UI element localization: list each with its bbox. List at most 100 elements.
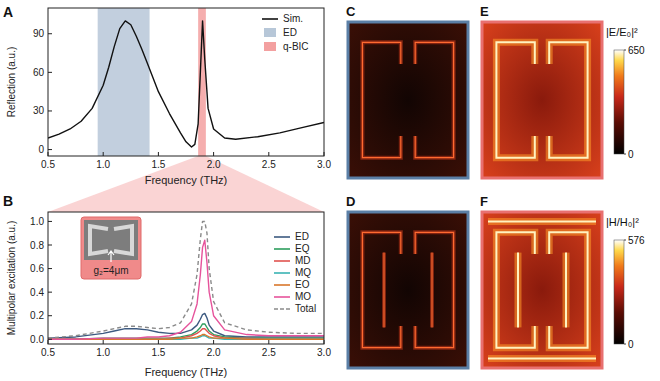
colorbar: |H/H₀|² 0 576	[606, 216, 645, 350]
field-hotspot	[565, 253, 567, 328]
field-glow	[549, 232, 587, 347]
x-tick-label: 1.5	[151, 347, 165, 358]
y-tick-label: 60	[33, 67, 45, 78]
colorbar: |E/E₀|²0650	[606, 26, 645, 160]
x-axis-label: Frequency (THz)	[145, 366, 228, 378]
field-glow	[362, 42, 400, 157]
y-tick	[48, 292, 52, 293]
x-tick-label: 0.5	[41, 159, 55, 170]
colorbar-tick-label: 0	[628, 339, 634, 350]
y-tick	[48, 339, 52, 340]
panel-label: D	[346, 194, 355, 209]
field-glow	[415, 42, 453, 157]
page: {"chart_data":[ {"type":"line","title":"…	[0, 0, 660, 381]
field-hotspot	[549, 232, 587, 347]
field-hotspot	[431, 253, 432, 328]
field-hotspot	[549, 42, 587, 157]
field-map: E	[480, 4, 602, 178]
x-tick	[48, 152, 49, 156]
series-line	[48, 313, 324, 338]
plot-area	[48, 8, 324, 156]
legend-swatch	[264, 28, 276, 37]
field-glow	[488, 355, 596, 362]
y-tick-label: 0.4	[30, 287, 44, 298]
legend-swatch	[264, 42, 276, 51]
field-glow	[515, 253, 522, 328]
x-tick-label: 1.5	[151, 159, 165, 170]
x-tick-label: 2.5	[262, 347, 276, 358]
zoom-connector	[48, 156, 324, 212]
x-tick	[158, 340, 159, 344]
x-tick-label: 0.5	[41, 347, 55, 358]
field-hotspot	[383, 253, 384, 328]
colorbar-tick-label: 0	[628, 149, 634, 160]
map-frame	[348, 212, 468, 368]
inset-resonator	[90, 226, 108, 254]
x-tick	[268, 152, 269, 156]
field-glow	[415, 232, 453, 347]
legend-swatch	[274, 236, 290, 238]
x-tick	[103, 152, 104, 156]
panel-label: C	[346, 4, 356, 19]
y-axis-label: Reflection (a.u.)	[6, 47, 17, 118]
chart: 0.51.01.52.02.53.00306090Frequency (THz)…	[3, 4, 331, 186]
field-hotspot	[517, 253, 519, 328]
y-tick	[48, 33, 52, 34]
legend: EDEQMDMQEOMOTotal	[274, 231, 316, 314]
field-glow	[362, 232, 400, 347]
inset-resonator	[114, 226, 132, 254]
field-hotspot	[488, 358, 596, 360]
map-frame	[482, 212, 602, 368]
panel-label: B	[3, 193, 13, 209]
x-tick-label: 3.0	[317, 347, 331, 358]
field-hotspot	[362, 232, 400, 347]
plot-frame	[48, 8, 324, 156]
legend-swatch	[274, 272, 290, 274]
shaded-band	[98, 8, 150, 156]
plot-frame	[48, 212, 324, 344]
map-background	[348, 22, 468, 178]
legend-swatch	[274, 296, 290, 298]
map-background	[348, 212, 468, 368]
y-axis-label: Multipolar excitation (a.u.)	[6, 221, 17, 336]
y-tick-label: 0.6	[30, 263, 44, 274]
colorbar-title: |E/E₀|²	[606, 26, 638, 38]
figure: 0.51.01.52.02.53.00306090Frequency (THz)…	[0, 0, 660, 381]
x-tick-label: 3.0	[317, 159, 331, 170]
colorbar-tick-label: 576	[628, 235, 645, 246]
series-line	[48, 21, 324, 147]
legend-label: ED	[283, 27, 297, 38]
legend-label: q-BIC	[283, 41, 309, 52]
legend-label: EQ	[295, 243, 310, 254]
y-tick-label: 0.0	[30, 334, 44, 345]
field-hotspot	[496, 232, 534, 347]
x-tick	[324, 152, 325, 156]
field-glow	[382, 253, 386, 328]
plot-area	[48, 212, 324, 344]
legend-label: Total	[295, 303, 316, 314]
x-tick	[213, 152, 214, 156]
x-axis-label: Frequency (THz)	[145, 174, 228, 186]
field-glow	[496, 232, 534, 347]
colorbar-tick	[624, 344, 626, 345]
field-hotspot	[488, 220, 596, 222]
colorbar-tick	[624, 240, 626, 241]
x-tick-label: 1.0	[96, 347, 110, 358]
map-frame	[482, 22, 602, 178]
colorbar-tick	[624, 50, 626, 51]
x-tick	[268, 340, 269, 344]
field-hotspot	[415, 232, 453, 347]
field-glow	[430, 253, 434, 328]
plot-background	[48, 212, 324, 344]
legend-swatch	[262, 18, 278, 20]
chart: 0.51.01.52.02.53.00.00.20.40.60.81.0Freq…	[3, 193, 331, 378]
legend-label: Sim.	[283, 13, 303, 24]
y-tick-label: 1.0	[30, 216, 44, 227]
colorbar-title: |H/H₀|²	[606, 216, 639, 228]
colorbar-ramp	[614, 240, 624, 344]
map-background	[482, 22, 602, 178]
x-tick	[103, 340, 104, 344]
x-tick-label: 1.0	[96, 159, 110, 170]
y-tick-label: 0.2	[30, 310, 44, 321]
map-background	[482, 212, 602, 368]
